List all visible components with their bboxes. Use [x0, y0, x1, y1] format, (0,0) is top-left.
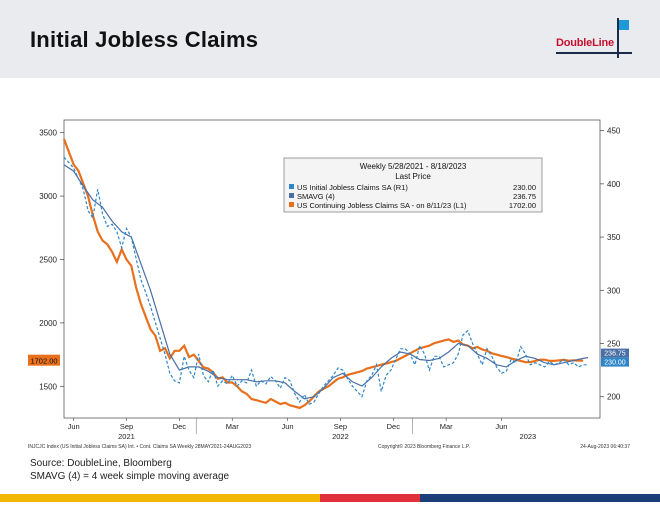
legend-entry-value: 236.75: [513, 192, 536, 201]
series-line-initial-claims: [63, 156, 588, 405]
x-axis-month-label: Jun: [495, 422, 507, 431]
source-note: Source: DoubleLine, Bloomberg SMAVG (4) …: [30, 457, 229, 483]
legend-entry-label: US Continuing Jobless Claims SA - on 8/1…: [297, 201, 467, 210]
left-axis-tick-label: 2500: [39, 255, 57, 264]
bottom-info-text: INJCJC Index (US Initial Jobless Claims …: [28, 444, 252, 450]
bar-segment-navy: [420, 494, 660, 502]
x-axis-year-label: 2023: [520, 432, 537, 441]
left-axis-tick-label: 1500: [39, 382, 57, 391]
legend-entry-label: SMAVG (4): [297, 192, 335, 201]
logo-text: DoubleLine: [556, 37, 614, 49]
x-axis-month-label: Jun: [281, 422, 293, 431]
x-axis-month-label: Mar: [226, 422, 239, 431]
header-band: Initial Jobless Claims DoubleLine: [0, 0, 660, 78]
legend-subtitle: Last Price: [395, 172, 431, 181]
legend-entry-value: 230.00: [513, 183, 536, 192]
right-last-value-label-smavg: 236.75: [604, 351, 626, 358]
bar-segment-red: [320, 494, 420, 502]
x-axis-month-label: Mar: [440, 422, 453, 431]
left-axis-tick-label: 2000: [39, 319, 57, 328]
right-axis-tick-label: 450: [607, 127, 621, 136]
left-last-value-box: [28, 354, 60, 366]
bottom-color-bar: [0, 494, 660, 502]
left-axis-tick-label: 3500: [39, 129, 57, 138]
x-axis-year-label: 2021: [118, 432, 135, 441]
x-axis-month-label: Dec: [173, 422, 187, 431]
right-last-value-box-initial: [601, 357, 629, 367]
legend-swatch: [289, 202, 294, 207]
logo-square: [619, 20, 629, 30]
right-axis-tick-label: 200: [607, 393, 621, 402]
source-line: Source: DoubleLine, Bloomberg: [30, 458, 172, 469]
copyright-text: Copyright© 2023 Bloomberg Finance L.P.: [378, 443, 470, 450]
right-axis-tick-label: 250: [607, 340, 621, 349]
jobless-claims-chart: 1500 2000 2500 3000 3500 200 250 300 350 400 450 Ju…: [28, 119, 630, 450]
x-axis-month-label: Sep: [120, 422, 133, 431]
page-title: Initial Jobless Claims: [30, 27, 259, 52]
x-axis-year-label: 2022: [332, 432, 349, 441]
legend-entry-label: US Initial Jobless Claims SA (R1): [297, 183, 408, 192]
right-last-value-label-initial: 230.00: [604, 360, 626, 367]
legend-swatch: [289, 193, 294, 198]
legend-title: Weekly 5/28/2021 - 8/18/2023: [360, 162, 467, 171]
bar-segment-yellow-2: [160, 494, 320, 502]
series-line-smavg: [63, 164, 589, 400]
timestamp-text: 24-Aug-2023 06:40:37: [580, 444, 630, 450]
doubleline-logo: DoubleLine: [556, 18, 634, 60]
x-axis-month-label: Dec: [387, 422, 401, 431]
x-axis-month-label: Jun: [68, 422, 80, 431]
left-last-value-label: 1702.00: [30, 357, 57, 366]
right-axis-tick-label: 300: [607, 286, 621, 295]
bar-segment-yellow: [0, 494, 160, 502]
right-axis-tick-label: 350: [607, 233, 621, 242]
smavg-note: SMAVG (4) = 4 week simple moving average: [30, 471, 230, 482]
logo-vertical-bar: [617, 18, 619, 58]
legend-entry-value: 1702.00: [509, 201, 536, 210]
right-last-value-box-smavg: [601, 348, 629, 358]
right-axis-tick-label: 400: [607, 180, 621, 189]
logo-horizontal-bar: [556, 52, 632, 54]
x-axis-month-label: Sep: [334, 422, 347, 431]
chart-area: 1500 2000 2500 3000 3500 200 250 300 350 400 450 Ju…: [28, 118, 638, 456]
left-axis-tick-label: 3000: [39, 192, 57, 201]
legend-swatch: [289, 184, 294, 189]
legend-box: [283, 157, 543, 213]
